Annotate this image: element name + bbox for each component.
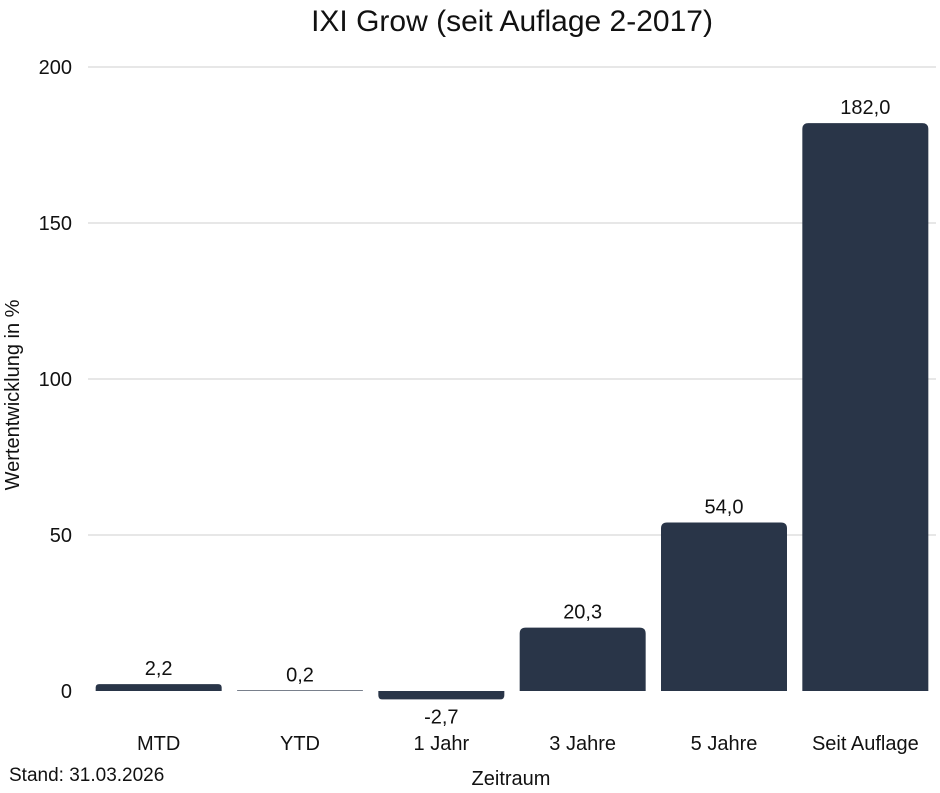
y-tick-label: 200 [39,57,72,79]
value-labels: 2,2 0,2 -2,7 20,3 54,0 182,0 [145,97,891,728]
data-label: 182,0 [840,97,890,119]
x-axis-label: Zeitraum [472,768,551,788]
x-tick-label: 5 Jahre [691,733,758,755]
footnote-date: Stand: 31.03.2026 [9,765,164,786]
data-label: 2,2 [145,658,173,680]
y-axis-label: Wertentwicklung in % [2,299,24,490]
y-tick-label: 100 [39,369,72,391]
y-tick-label: 0 [61,681,72,703]
y-tick-label: 50 [50,525,72,547]
bar-seit-auflage [802,123,929,691]
x-tick-label: 1 Jahr [414,733,470,755]
bars [95,123,929,700]
bar-mtd [95,684,222,691]
bar-1-jahr [378,691,505,700]
bar-ytd [237,690,363,691]
x-tick-labels: MTD YTD 1 Jahr 3 Jahre 5 Jahre Seit Auflage [137,733,919,755]
x-tick-label: YTD [280,733,320,755]
bar-5-jahre [661,522,787,691]
x-tick-label: Seit Auflage [812,733,919,755]
data-label: -2,7 [424,706,458,728]
x-tick-label: MTD [137,733,180,755]
data-label: 0,2 [286,664,314,686]
y-tick-label: 150 [39,213,72,235]
data-label: 20,3 [563,602,602,624]
bar-3-jahre [519,627,646,691]
gridlines [88,66,936,536]
y-tick-labels: 0 50 100 150 200 [39,57,72,703]
chart-title: IXI Grow (seit Auflage 2-2017) [311,5,713,38]
x-tick-label: 3 Jahre [549,733,616,755]
data-label: 54,0 [705,497,744,519]
